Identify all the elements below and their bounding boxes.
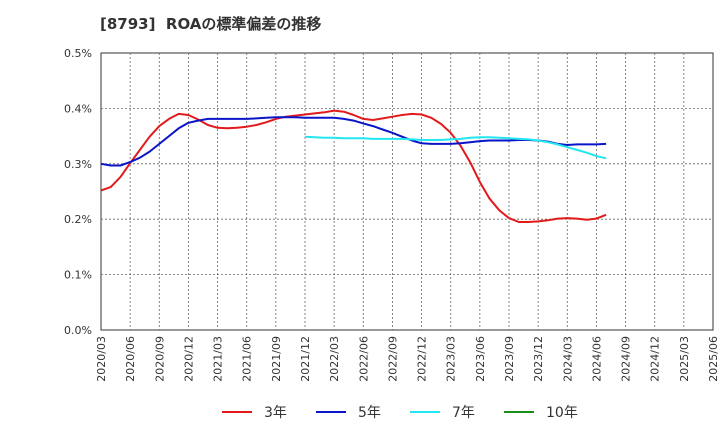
legend-label-2: 7年 xyxy=(452,405,475,421)
x-tick-label: 2024/06 xyxy=(590,336,603,382)
x-tick-label: 2024/03 xyxy=(561,336,574,382)
x-tick-label: 2024/12 xyxy=(649,336,662,382)
series-line-0 xyxy=(100,109,607,223)
chart-title: [8793] ROAの標準偏差の推移 xyxy=(100,15,322,33)
x-tick-label: 2025/06 xyxy=(707,336,720,382)
x-tick-label: 2020/03 xyxy=(95,336,108,382)
plot-area xyxy=(100,52,714,331)
legend-label-3: 10年 xyxy=(546,405,578,421)
x-tick-label: 2024/09 xyxy=(620,336,633,382)
legend-label-0: 3年 xyxy=(264,405,287,421)
x-tick-label: 2023/03 xyxy=(445,336,458,382)
x-tick-label: 2023/09 xyxy=(503,336,516,382)
series-lines xyxy=(100,109,607,223)
x-tick-label: 2021/09 xyxy=(270,336,283,382)
grid-lines xyxy=(101,53,713,330)
series-line-2 xyxy=(304,135,607,160)
x-tick-label: 2020/06 xyxy=(124,336,137,382)
x-tick-label: 2023/06 xyxy=(474,336,487,382)
y-tick-label: 0.0% xyxy=(64,324,92,337)
x-tick-label: 2022/09 xyxy=(386,336,399,382)
plot-frame xyxy=(100,52,714,331)
y-tick-label: 0.5% xyxy=(64,47,92,60)
x-tick-label: 2023/12 xyxy=(532,336,545,382)
y-tick-label: 0.1% xyxy=(64,269,92,282)
x-tick-label: 2022/03 xyxy=(328,336,341,382)
legend: 3年 5年 7年 10年 xyxy=(222,405,578,421)
y-tick-label: 0.2% xyxy=(64,213,92,226)
x-tick-label: 2020/09 xyxy=(153,336,166,382)
x-tick-label: 2022/06 xyxy=(357,336,370,382)
legend-label-1: 5年 xyxy=(358,405,381,421)
x-tick-label: 2021/12 xyxy=(299,336,312,382)
x-tick-label: 2022/12 xyxy=(416,336,429,382)
x-tick-label: 2020/12 xyxy=(182,336,195,382)
y-tick-label: 0.3% xyxy=(64,158,92,171)
y-tick-label: 0.4% xyxy=(64,102,92,115)
x-tick-label: 2025/03 xyxy=(678,336,691,382)
x-tick-label: 2021/06 xyxy=(241,336,254,382)
y-axis-ticks: 0.0% 0.1% 0.2% 0.3% 0.4% 0.5% xyxy=(64,47,92,337)
x-tick-label: 2021/03 xyxy=(212,336,225,382)
x-axis-ticks: 2020/03 2020/06 2020/09 2020/12 2021/03 2021/… xyxy=(95,336,720,382)
